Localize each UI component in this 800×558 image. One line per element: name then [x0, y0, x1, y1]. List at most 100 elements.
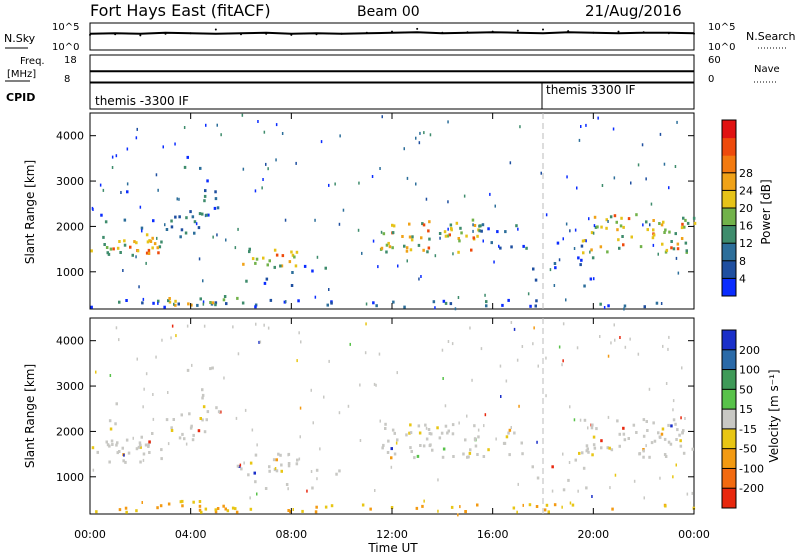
echo-cell: [256, 492, 258, 496]
echo-cell: [672, 475, 674, 479]
echo-cell: [551, 465, 554, 469]
echo-cell: [326, 303, 329, 307]
echo-cell: [618, 444, 621, 448]
echo-cell: [585, 239, 587, 243]
echo-cell: [285, 483, 289, 486]
echo-cell: [202, 405, 206, 409]
echo-cell: [243, 461, 245, 465]
echo-cell: [249, 496, 251, 500]
velocity-panel-frame: [89, 317, 695, 515]
echo-cell: [387, 241, 390, 245]
echo-cell: [668, 335, 670, 339]
echo-cell: [145, 251, 149, 255]
echo-cell: [441, 348, 444, 352]
echo-cell: [396, 438, 399, 442]
echo-cell: [532, 267, 535, 271]
echo-cell: [197, 226, 201, 230]
echo-cell: [361, 251, 363, 255]
echo-cell: [627, 437, 630, 440]
echo-cell: [196, 303, 199, 307]
echo-cell: [597, 116, 599, 120]
echo-cell: [299, 406, 302, 410]
echo-cell: [306, 489, 308, 493]
echo-cell: [116, 441, 119, 445]
echo-cell: [119, 251, 122, 254]
echo-cell: [209, 301, 212, 304]
echo-cell: [193, 220, 197, 224]
echo-cell: [222, 298, 226, 302]
echo-cell: [316, 255, 319, 259]
echo-cell: [177, 302, 180, 306]
echo-cell: [342, 208, 345, 212]
echo-cell: [99, 183, 102, 187]
echo-cell: [170, 225, 174, 229]
echo-cell: [464, 438, 467, 442]
echo-cell: [338, 469, 341, 473]
echo-cell: [474, 444, 478, 448]
echo-cell: [144, 443, 148, 447]
echo-cell: [662, 344, 664, 348]
echo-cell: [578, 138, 581, 142]
echo-cell: [174, 299, 177, 303]
echo-cell: [151, 236, 154, 240]
echo-cell: [284, 218, 287, 222]
echo-cell: [684, 218, 687, 222]
echo-cell: [585, 449, 588, 453]
echo-cell: [568, 461, 571, 464]
echo-cell: [330, 504, 334, 508]
echo-cell: [417, 243, 421, 247]
colorbar-tick-label: 200: [739, 344, 760, 357]
echo-cell: [443, 230, 447, 234]
echo-cell: [465, 234, 468, 238]
echo-cell: [114, 422, 117, 426]
echo-cell: [131, 253, 134, 257]
echo-cell: [580, 125, 582, 128]
echo-cell: [619, 336, 621, 339]
echo-cell: [123, 453, 125, 457]
x-tick-label: 00:00: [678, 528, 710, 541]
echo-cell: [160, 240, 163, 244]
echo-cell: [419, 444, 422, 447]
echo-cell: [504, 230, 507, 234]
echo-cell: [216, 123, 218, 127]
echo-cell: [519, 125, 521, 129]
echo-cell: [415, 136, 417, 140]
echo-cell: [545, 503, 549, 507]
echo-cell: [614, 338, 616, 342]
echo-cell: [92, 468, 95, 472]
echo-cell: [181, 432, 184, 436]
echo-cell: [405, 249, 409, 253]
echo-cell: [450, 228, 453, 232]
echo-cell: [110, 439, 114, 443]
echo-cell: [179, 235, 182, 239]
echo-cell: [569, 229, 571, 233]
echo-cell: [603, 306, 606, 309]
echo-cell: [156, 246, 159, 250]
echo-cell: [494, 204, 496, 208]
echo-cell: [204, 507, 208, 511]
echo-cell: [677, 271, 680, 275]
noise-search-point: [592, 31, 595, 34]
echo-cell: [427, 246, 431, 250]
echo-cell: [178, 215, 181, 219]
echo-cell: [672, 408, 674, 412]
echo-cell: [115, 443, 118, 447]
echo-cell: [678, 433, 681, 437]
echo-cell: [487, 227, 490, 231]
echo-cell: [561, 505, 563, 509]
echo-cell: [123, 239, 126, 243]
echo-cell: [581, 239, 585, 243]
echo-cell: [458, 239, 461, 243]
echo-cell: [680, 237, 684, 240]
echo-cell: [587, 426, 589, 430]
echo-cell: [199, 417, 202, 420]
echo-cell: [151, 432, 154, 435]
echo-cell: [579, 263, 582, 267]
freq-right-bottom-tick: 0: [708, 74, 714, 85]
echo-cell: [288, 260, 292, 264]
echo-cell: [142, 297, 145, 301]
power-panel: 1000 2000 3000 4000 Slant Range [km] 4 8 12 16…: [23, 112, 773, 311]
colorbar-segment: [722, 137, 736, 156]
echo-cell: [434, 306, 436, 310]
